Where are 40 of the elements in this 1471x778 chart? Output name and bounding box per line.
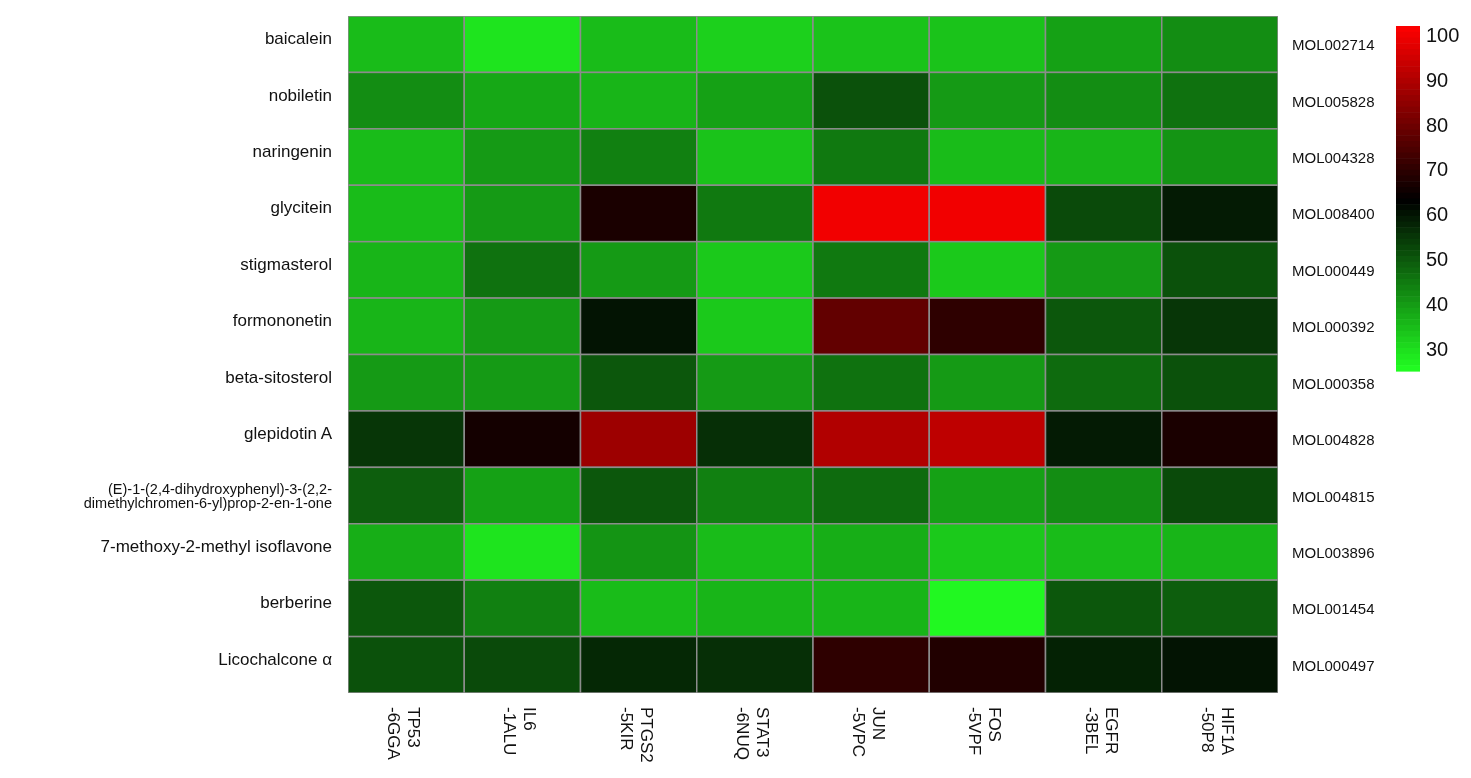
y2-tick-label: MOL004328 [1292, 149, 1375, 167]
y2-tick-label: MOL002714 [1292, 36, 1375, 54]
y2-tick-label: MOL000392 [1292, 318, 1375, 336]
color-bar-label: 60 [1426, 203, 1449, 226]
x-tick-label: JUN -5VPC [849, 707, 889, 758]
x-tick-label: IL6 -1ALU [500, 707, 540, 756]
y-tick-label: glepidotin A [244, 424, 333, 444]
y2-tick-label: MOL001454 [1292, 600, 1375, 618]
color-bar-label: 70 [1426, 158, 1449, 181]
y-tick-label: Licochalcone α [218, 649, 333, 669]
x-tick-label: PTGS2 -5KIR [616, 707, 656, 763]
x-tick-label: HIF1A -50P8 [1197, 707, 1237, 756]
color-bar-label: 100 [1426, 23, 1460, 46]
y-tick-label: stigmasterol [240, 254, 332, 274]
y-tick-label: berberine [260, 593, 332, 613]
y-tick-label: formononetin [232, 311, 332, 331]
color-bar-label: 80 [1426, 113, 1449, 136]
x-tick-label: TP53 -6GGA [384, 707, 424, 761]
color-bar-label: 30 [1426, 337, 1449, 360]
x-tick-label: FOS -5VPF [965, 707, 1005, 756]
y-tick-label: beta-sitosterol [225, 367, 332, 387]
y2-tick-label: MOL004828 [1292, 431, 1375, 449]
y2-tick-label: MOL008400 [1292, 205, 1375, 223]
y2-tick-label: MOL000497 [1292, 656, 1375, 674]
y-tick-label: baicalein [264, 29, 332, 49]
x-tick-label: STAT3 -6NUQ [732, 707, 772, 760]
y-tick-label: glycitein [270, 198, 332, 218]
y-tick-label: 7-methoxy-2-methyl isoflavone [100, 536, 332, 556]
y-tick-label: (E)-1-(2,4-dihydroxyphenyl)-3-(2,2-dimethylchromen-6-yl)prop-2-en-1-one [83, 480, 333, 512]
y-tick-label: nobiletin [268, 85, 332, 105]
y-tick-label: naringenin [252, 142, 332, 162]
color-bar-label: 50 [1426, 247, 1449, 270]
y2-tick-label: MOL004815 [1292, 487, 1375, 505]
color-bar-label: 40 [1426, 292, 1449, 315]
y2-tick-label: MOL000358 [1292, 374, 1375, 392]
y2-tick-label: MOL000449 [1292, 261, 1375, 279]
color-bar-label: 90 [1426, 68, 1449, 91]
x-tick-label: EGFR -3BEL [1081, 707, 1121, 755]
y2-tick-label: MOL005828 [1292, 92, 1375, 110]
y2-tick-label: MOL003896 [1292, 543, 1375, 561]
